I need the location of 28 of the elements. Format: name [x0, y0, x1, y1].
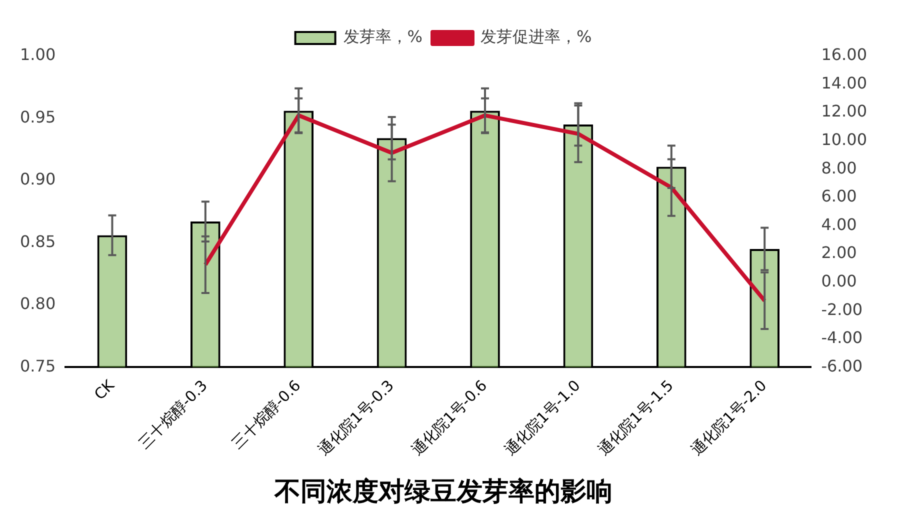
x-tick-label: 通化院1号-1.5: [594, 376, 677, 460]
y-tick-label: 0.75: [20, 356, 56, 376]
y-tick-label: 0.90: [20, 170, 56, 189]
y2-tick-label: 16.00: [821, 45, 868, 64]
y2-tick-label: 8.00: [821, 158, 857, 178]
y-tick-label: 1.00: [20, 45, 56, 64]
y2-tick-label: -2.00: [821, 300, 863, 319]
y-tick-label: 0.85: [20, 232, 56, 251]
y2-tick-label: 14.00: [821, 73, 868, 92]
legend-label: 发芽率，%: [343, 27, 422, 46]
y2-tick-label: 2.00: [821, 243, 857, 262]
y2-tick-label: 4.00: [821, 214, 857, 234]
legend-label: 发芽促进率，%: [480, 27, 592, 46]
text: 不同浓度对绿豆发芽率的影响: [274, 477, 612, 508]
x-tick-label: 通化院1号-0.6: [408, 376, 491, 460]
y-tick-label: 0.95: [20, 107, 56, 126]
y2-tick-label: 0.00: [821, 271, 857, 290]
x-tick-label: 通化院1号-0.3: [314, 376, 398, 460]
y2-tick-label: 6.00: [821, 186, 857, 206]
y-tick-label: 0.80: [20, 294, 56, 314]
y2-tick-label: 10.00: [821, 130, 868, 150]
x-tick-label: 三十烷醇-0.3: [135, 376, 211, 452]
y2-tick-label: -6.00: [821, 356, 863, 376]
x-tick-label: 通化院1号-1.0: [501, 376, 584, 460]
x-tick-label: CK: [90, 376, 119, 404]
y2-tick-label: 12.00: [821, 102, 868, 121]
x-tick-label: 通化院1号-2.0: [688, 376, 770, 460]
y2-tick-label: -4.00: [821, 328, 863, 348]
